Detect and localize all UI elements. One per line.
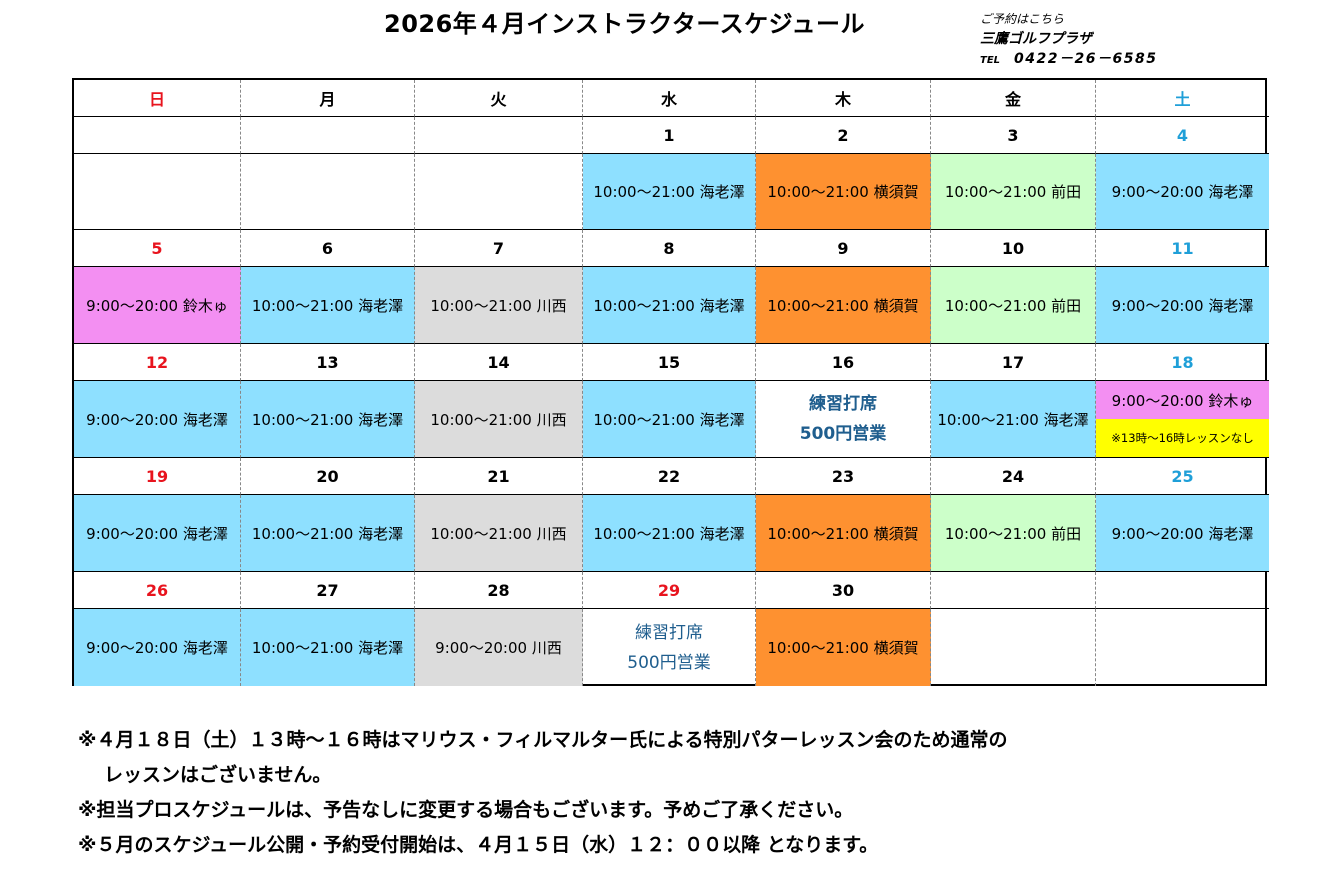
date-number: 8 — [583, 230, 756, 267]
schedule-cell — [241, 154, 415, 230]
date-number: 19 — [74, 458, 241, 495]
weekday-header: 月 — [241, 80, 415, 117]
schedule-cell: 10:00～21:00 横須賀 — [756, 267, 931, 344]
date-number: 26 — [74, 572, 241, 609]
date-number: 14 — [415, 344, 583, 381]
schedule-cell: 10:00～21:00 横須賀 — [756, 495, 931, 572]
contact-tel: TEL 0422－26－6585 — [980, 48, 1157, 68]
date-number: 9 — [756, 230, 931, 267]
date-number: 4 — [1096, 117, 1269, 154]
date-number: 28 — [415, 572, 583, 609]
weekday-header: 水 — [583, 80, 756, 117]
schedule-cell: 10:00～21:00 川西 — [415, 267, 583, 344]
schedule-cell: 9:00～20:00 鈴木ゅ — [74, 267, 241, 344]
schedule-cell — [1096, 609, 1269, 686]
schedule-cell: 10:00～21:00 前田 — [931, 267, 1096, 344]
practice-bay-notice: 練習打席 500円営業 — [756, 381, 931, 458]
date-number: 10 — [931, 230, 1096, 267]
contact-block: ご予約はこちら 三鷹ゴルフプラザ TEL 0422－26－6585 — [980, 10, 1157, 68]
date-number: 5 — [74, 230, 241, 267]
schedule-cell: 10:00～21:00 横須賀 — [756, 154, 931, 230]
notice-line-1: 練習打席 — [809, 394, 877, 414]
schedule-cell: 10:00～21:00 海老澤 — [241, 495, 415, 572]
schedule-cell: 10:00～21:00 前田 — [931, 495, 1096, 572]
weekday-header: 金 — [931, 80, 1096, 117]
schedule-cell: 9:00～20:00 海老澤 — [1096, 154, 1269, 230]
schedule-cell: 10:00～21:00 海老澤 — [241, 381, 415, 458]
shift-text: 9:00～20:00 鈴木ゅ — [1096, 381, 1269, 419]
date-number: 24 — [931, 458, 1096, 495]
notice-line-2: 500円営業 — [627, 652, 711, 673]
date-number: 18 — [1096, 344, 1269, 381]
notice-line-1: 練習打席 — [635, 622, 703, 643]
schedule-cell: 9:00～20:00 海老澤 — [74, 495, 241, 572]
date-number: 23 — [756, 458, 931, 495]
notice-line-2: 500円営業 — [799, 424, 887, 444]
date-number: 12 — [74, 344, 241, 381]
contact-name: 三鷹ゴルフプラザ — [980, 31, 1092, 47]
contact-label: ご予約はこちら — [980, 12, 1065, 26]
date-number: 7 — [415, 230, 583, 267]
note-1: ※４月１８日（土）１３時～１６時はマリウス・フィルマルター氏による特別パターレッ… — [78, 729, 1008, 751]
date-number: 1 — [583, 117, 756, 154]
weekday-header: 木 — [756, 80, 931, 117]
weekday-header: 日 — [74, 80, 241, 117]
schedule-cell: 10:00～21:00 海老澤 — [583, 381, 756, 458]
date-number — [74, 117, 241, 154]
date-number: 27 — [241, 572, 415, 609]
date-number: 21 — [415, 458, 583, 495]
schedule-cell: 10:00～21:00 川西 — [415, 381, 583, 458]
date-number: 20 — [241, 458, 415, 495]
tel-number: 0422－26－6585 — [1014, 51, 1158, 67]
date-number: 13 — [241, 344, 415, 381]
schedule-cell: 10:00～21:00 海老澤 — [583, 154, 756, 230]
schedule-cell: 10:00～21:00 海老澤 — [931, 381, 1096, 458]
schedule-cell — [931, 609, 1096, 686]
date-number: 3 — [931, 117, 1096, 154]
date-number — [931, 572, 1096, 609]
weekday-header: 火 — [415, 80, 583, 117]
date-number — [241, 117, 415, 154]
date-number: 11 — [1096, 230, 1269, 267]
date-number: 2 — [756, 117, 931, 154]
schedule-cell — [415, 154, 583, 230]
schedule-cell: 9:00～20:00 鈴木ゅ ※13時～16時レッスンなし — [1096, 381, 1269, 458]
note-1-cont: レッスンはございません。 — [104, 764, 332, 786]
note-2: ※担当プロスケジュールは、予告なしに変更する場合もございます。予めご了承ください… — [78, 799, 854, 821]
schedule-cell: 9:00～20:00 海老澤 — [74, 381, 241, 458]
date-number: 22 — [583, 458, 756, 495]
schedule-cell: 10:00～21:00 横須賀 — [756, 609, 931, 686]
date-number: 15 — [583, 344, 756, 381]
notes: ※４月１８日（土）１３時～１６時はマリウス・フィルマルター氏による特別パターレッ… — [78, 723, 1008, 863]
schedule-cell: 9:00～20:00 川西 — [415, 609, 583, 686]
schedule-cell: 10:00～21:00 海老澤 — [583, 267, 756, 344]
date-number: 17 — [931, 344, 1096, 381]
date-number: 16 — [756, 344, 931, 381]
schedule-cell: 10:00～21:00 海老澤 — [241, 267, 415, 344]
schedule-cell: 10:00～21:00 川西 — [415, 495, 583, 572]
date-number — [415, 117, 583, 154]
schedule-cell: 9:00～20:00 海老澤 — [1096, 267, 1269, 344]
date-number: 25 — [1096, 458, 1269, 495]
date-number: 6 — [241, 230, 415, 267]
page-title: 2026年４月インストラクタースケジュール — [384, 10, 865, 38]
date-number — [1096, 572, 1269, 609]
note-3: ※５月のスケジュール公開・予約受付開始は、４月１５日（水）１２：００以降 となり… — [78, 834, 879, 856]
schedule-cell: 9:00～20:00 海老澤 — [74, 609, 241, 686]
date-number: 30 — [756, 572, 931, 609]
no-lesson-note: ※13時～16時レッスンなし — [1096, 419, 1269, 457]
schedule-cell: 9:00～20:00 海老澤 — [1096, 495, 1269, 572]
schedule-calendar: 日月火水木金土 1 2 3 4 10:00～21:00 海老澤 10:00～21:00 横須… — [72, 78, 1269, 686]
practice-bay-notice: 練習打席 500円営業 — [583, 609, 756, 686]
schedule-cell: 10:00～21:00 前田 — [931, 154, 1096, 230]
schedule-cell — [74, 154, 241, 230]
schedule-cell: 10:00～21:00 海老澤 — [241, 609, 415, 686]
date-number: 29 — [583, 572, 756, 609]
tel-label: TEL — [980, 55, 1001, 66]
schedule-cell: 10:00～21:00 海老澤 — [583, 495, 756, 572]
weekday-header: 土 — [1096, 80, 1269, 117]
